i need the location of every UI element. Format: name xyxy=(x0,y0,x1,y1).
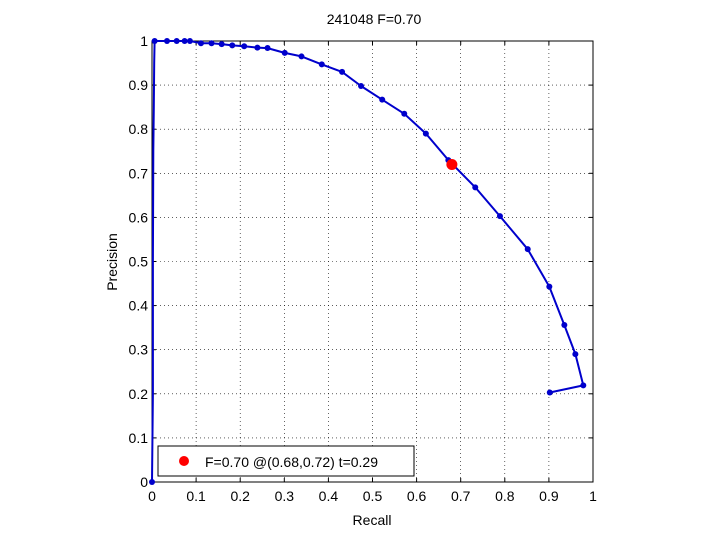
x-tick-label: 0.3 xyxy=(275,488,295,504)
y-tick-label: 0.9 xyxy=(129,77,149,93)
series-point xyxy=(546,389,553,396)
y-tick-label: 0 xyxy=(140,474,148,490)
series-point xyxy=(229,42,236,49)
series-point xyxy=(218,41,225,48)
series-point xyxy=(254,44,261,51)
legend-marker xyxy=(179,456,189,466)
series-point xyxy=(546,283,553,290)
y-tick-label: 0.3 xyxy=(129,342,149,358)
series-point xyxy=(173,38,180,44)
y-tick-label: 0.8 xyxy=(129,121,149,137)
x-tick-label: 0.6 xyxy=(407,488,427,504)
series-point xyxy=(358,82,365,89)
series-point xyxy=(281,49,288,56)
series-point xyxy=(163,38,170,44)
series-point xyxy=(318,61,325,68)
series-point xyxy=(241,43,248,50)
x-tick-label: 0.1 xyxy=(186,488,206,504)
series-point xyxy=(379,96,386,103)
x-tick-label: 0.5 xyxy=(363,488,383,504)
series-point xyxy=(524,246,531,253)
series-point xyxy=(572,351,579,358)
best-f-point xyxy=(446,158,458,170)
legend: F=0.70 @(0.68,0.72) t=0.29 xyxy=(157,445,415,477)
y-axis-label: Precision xyxy=(104,233,120,291)
x-tick-label: 0.9 xyxy=(539,488,559,504)
x-tick-label: 0.2 xyxy=(230,488,250,504)
series-point xyxy=(496,213,503,220)
y-tick-label: 0.5 xyxy=(129,254,149,270)
series-point xyxy=(422,130,429,137)
series-point xyxy=(264,45,271,52)
legend-box xyxy=(157,445,415,477)
y-tick-label: 0.6 xyxy=(129,209,149,225)
x-axis-label: Recall xyxy=(353,512,392,528)
x-tick-label: 0.7 xyxy=(451,488,471,504)
x-tick-label: 0.4 xyxy=(319,488,339,504)
highlight-group xyxy=(446,158,458,170)
y-tick-label: 0.2 xyxy=(129,386,149,402)
series-point xyxy=(208,40,215,47)
series-point xyxy=(472,184,479,191)
y-tick-label: 0.4 xyxy=(129,298,149,314)
grid-lines xyxy=(152,41,593,482)
y-tick-label: 1 xyxy=(140,33,148,49)
y-tick-label: 0.1 xyxy=(129,430,149,446)
series-point xyxy=(151,38,158,44)
y-tick-label: 0.7 xyxy=(129,165,149,181)
series-point xyxy=(580,382,587,389)
series-point xyxy=(401,110,408,117)
axis-ticks: 0 0.1 0.2 0.3 0.4 0.5 0.6 0.7 0.8 0.9 1 0 0.1 0.2 0.3 0… xyxy=(129,33,598,504)
series-point xyxy=(298,53,305,60)
x-tick-label: 0.8 xyxy=(495,488,515,504)
series-group xyxy=(149,38,587,485)
series-point xyxy=(197,40,204,47)
series-point xyxy=(186,38,193,44)
x-tick-label: 0 xyxy=(148,488,156,504)
x-tick-label: 1 xyxy=(589,488,597,504)
chart-title: 241048 F=0.70 xyxy=(327,11,422,27)
series-point xyxy=(149,479,155,485)
series-point xyxy=(561,322,568,329)
legend-label: F=0.70 @(0.68,0.72) t=0.29 xyxy=(205,454,378,470)
series-point xyxy=(181,38,188,44)
series-point xyxy=(339,68,346,75)
